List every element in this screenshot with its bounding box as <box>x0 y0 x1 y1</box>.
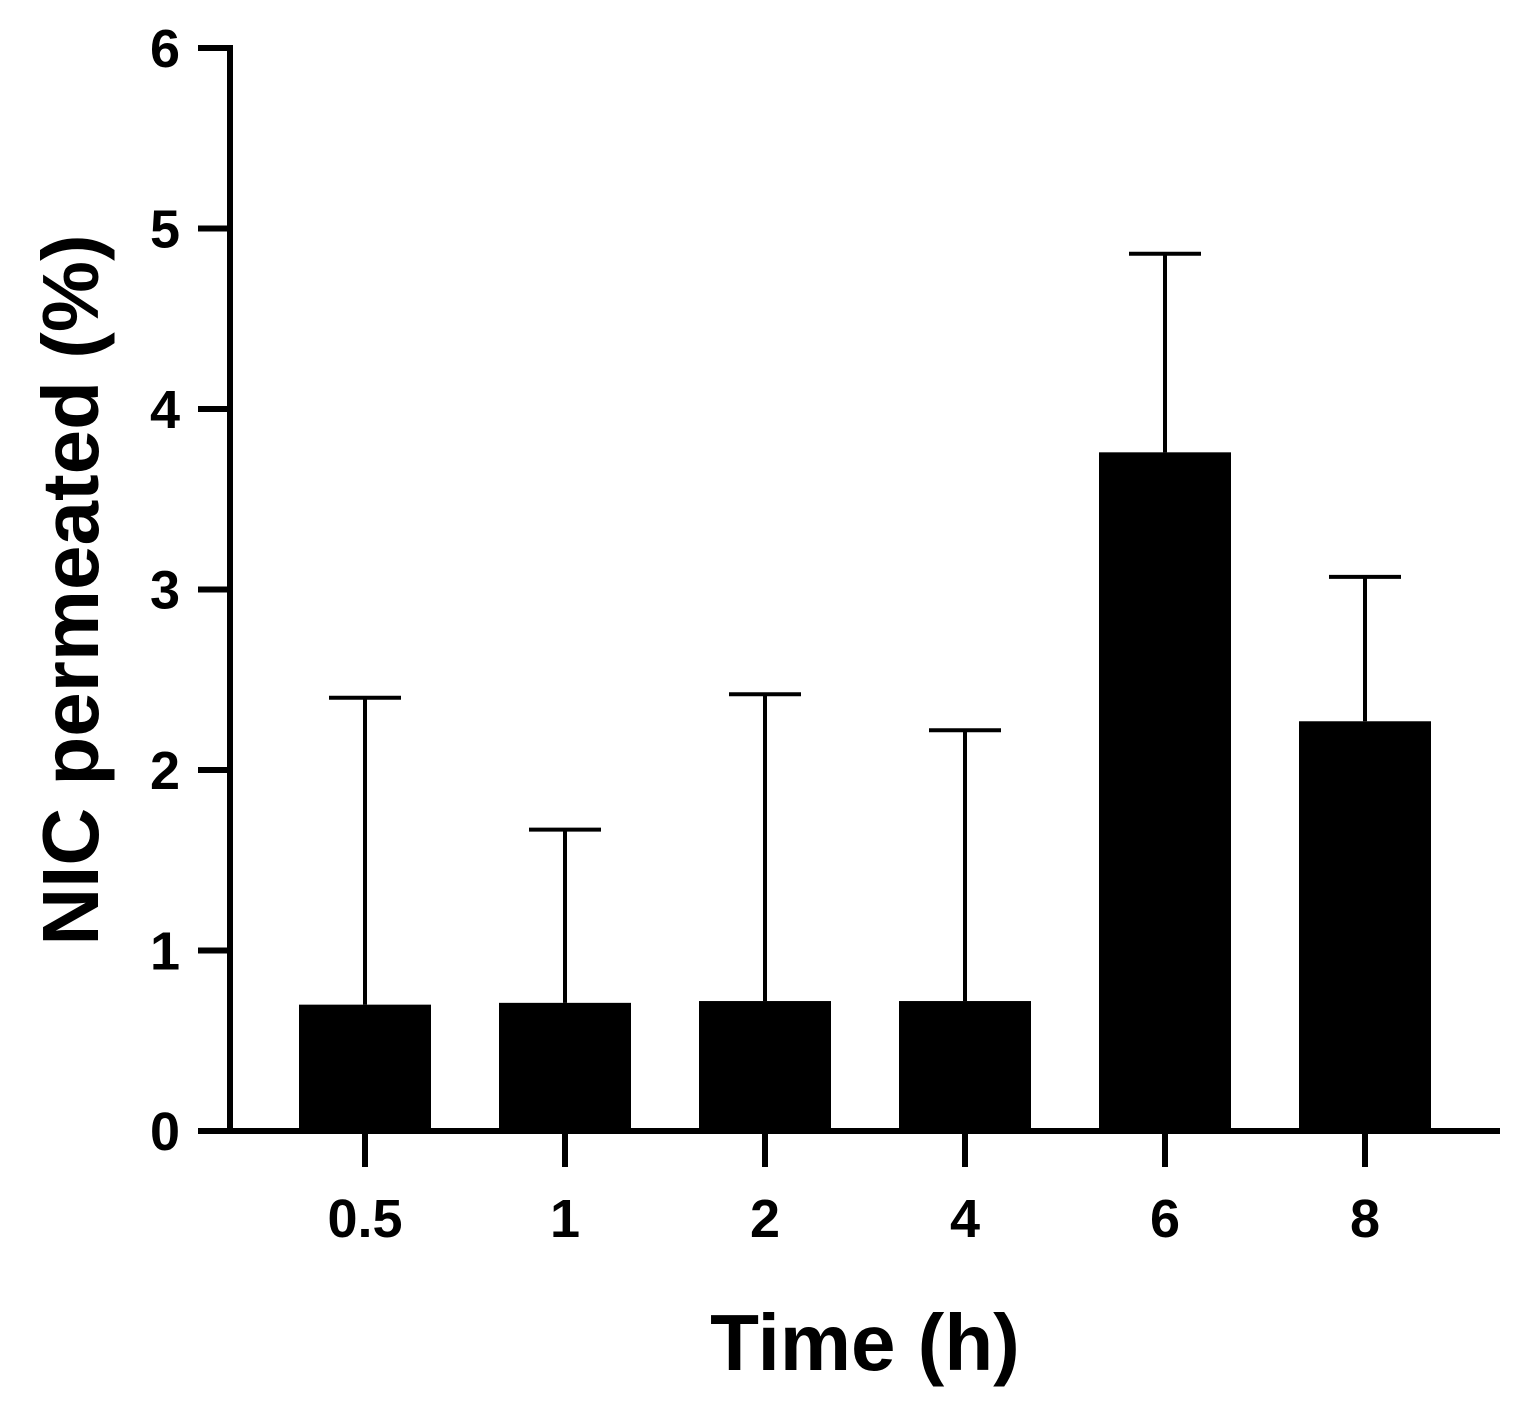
x-tick-label: 6 <box>1150 1189 1180 1249</box>
y-tick-label: 1 <box>150 922 180 982</box>
bar-8 <box>1299 721 1431 1131</box>
bar-0.5 <box>299 1004 431 1131</box>
x-axis-title: Time (h) <box>710 1298 1020 1387</box>
y-tick-label: 0 <box>150 1102 180 1162</box>
y-tick-label: 5 <box>150 200 180 260</box>
y-tick-label: 4 <box>150 380 180 440</box>
y-axis-ticks: 0 1 2 3 4 5 6 <box>150 19 230 1162</box>
bar-2 <box>699 1001 831 1131</box>
x-tick-label: 8 <box>1350 1189 1380 1249</box>
y-tick-label: 3 <box>150 561 180 621</box>
error-bars <box>329 251 1401 1005</box>
bar-6 <box>1099 452 1231 1131</box>
x-tick-label: 0.5 <box>327 1189 402 1249</box>
y-tick-label: 6 <box>150 19 180 79</box>
x-tick-label: 1 <box>550 1189 580 1249</box>
y-axis-title: NIC permeated (%) <box>26 234 115 945</box>
bar-1 <box>499 1002 631 1131</box>
x-tick-label: 2 <box>750 1189 780 1249</box>
y-tick-label: 2 <box>150 741 180 801</box>
bar-4 <box>899 1001 1031 1131</box>
bars <box>299 452 1431 1131</box>
x-tick-label: 4 <box>950 1189 980 1249</box>
x-axis-ticks: 0.5 1 2 4 6 8 <box>327 1131 1380 1249</box>
